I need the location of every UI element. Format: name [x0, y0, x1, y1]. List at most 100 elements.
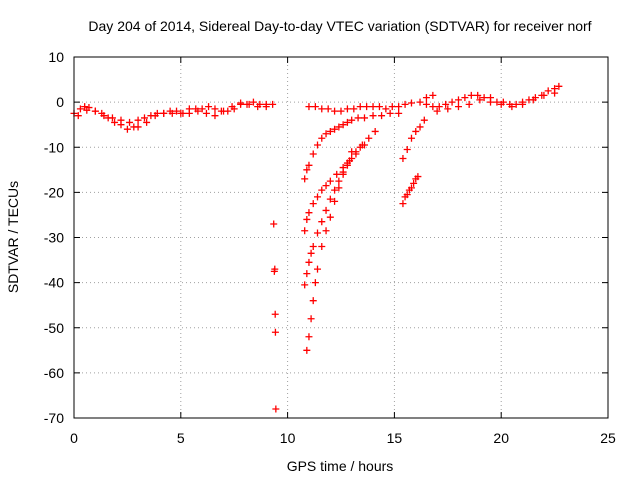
series-tail-a [305, 103, 403, 115]
data-point [140, 114, 148, 122]
data-point [117, 116, 125, 124]
data-point [305, 258, 313, 266]
data-point [551, 89, 559, 97]
data-point [211, 112, 219, 120]
data-point [519, 100, 527, 108]
y-tick-label: -30 [44, 230, 64, 246]
data-point [360, 114, 368, 122]
data-point [407, 184, 415, 192]
data-point [403, 146, 411, 154]
data-point [429, 91, 437, 99]
y-tick-label: -40 [44, 275, 64, 291]
data-point [91, 107, 99, 115]
data-point [412, 127, 420, 135]
data-point [467, 91, 475, 99]
data-point [314, 141, 322, 149]
data-point [272, 405, 280, 413]
data-point [454, 103, 462, 111]
data-point [386, 109, 394, 117]
data-point [220, 107, 228, 115]
data-point [262, 103, 270, 111]
data-point [497, 100, 505, 108]
data-point [76, 105, 84, 113]
series-late-main-2 [433, 89, 559, 115]
data-point [270, 220, 278, 228]
data-point [173, 107, 181, 115]
data-point [420, 116, 428, 124]
data-point [442, 100, 450, 108]
data-point [326, 213, 334, 221]
data-point [254, 103, 262, 111]
data-point [403, 191, 411, 199]
x-tick-label: 0 [70, 430, 78, 446]
data-point [350, 105, 358, 113]
data-point [476, 96, 484, 104]
data-point [422, 94, 430, 102]
y-tick-label: -50 [44, 320, 64, 336]
data-point [126, 118, 134, 126]
data-point [198, 105, 206, 113]
data-point [303, 166, 311, 174]
data-point [410, 179, 418, 187]
data-point [322, 206, 330, 214]
data-point [205, 103, 213, 111]
data-point [343, 105, 351, 113]
data-point [111, 118, 119, 126]
data-point [314, 193, 322, 201]
data-point [311, 103, 319, 111]
data-point [305, 333, 313, 341]
chart-title: Day 204 of 2014, Sidereal Day-to-day VTE… [88, 18, 591, 34]
data-point [303, 346, 311, 354]
series-arc-low [301, 141, 368, 289]
data-point [348, 155, 356, 163]
data-point [454, 96, 462, 104]
data-point [331, 197, 339, 205]
data-point [74, 112, 82, 120]
data-point [305, 103, 313, 111]
y-tick-label: -20 [44, 184, 64, 200]
data-point [318, 243, 326, 251]
x-axis-label: GPS time / hours [287, 458, 394, 474]
data-point [378, 112, 386, 120]
data-point [100, 112, 108, 120]
data-point [322, 130, 330, 138]
data-point [399, 155, 407, 163]
data-point [318, 105, 326, 113]
data-point [399, 200, 407, 208]
data-point [309, 150, 317, 158]
data-point [305, 209, 313, 217]
data-point [271, 265, 279, 273]
data-point [271, 328, 279, 336]
data-point [480, 94, 488, 102]
data-point [134, 123, 142, 131]
data-point [245, 100, 253, 108]
data-point [508, 103, 516, 111]
data-point [474, 91, 482, 99]
data-point [414, 173, 422, 181]
data-point [271, 310, 279, 318]
data-point [493, 98, 501, 106]
data-point [324, 105, 332, 113]
y-tick-label: 0 [56, 94, 64, 110]
data-point [333, 170, 341, 178]
data-point [555, 82, 563, 90]
data-point [369, 103, 377, 111]
data-point [544, 87, 552, 95]
data-point [311, 279, 319, 287]
data-point [134, 116, 142, 124]
data-point [249, 98, 257, 106]
data-point [318, 134, 326, 142]
data-point [228, 103, 236, 111]
series-late-mid [399, 116, 428, 163]
data-point [314, 229, 322, 237]
data-point [269, 100, 277, 108]
data-point [433, 107, 441, 115]
data-point [211, 105, 219, 113]
data-point [326, 127, 334, 135]
data-point [307, 249, 315, 257]
data-point [143, 118, 151, 126]
data-point [339, 170, 347, 178]
data-point [512, 100, 520, 108]
data-point [331, 186, 339, 194]
data-point [422, 100, 430, 108]
